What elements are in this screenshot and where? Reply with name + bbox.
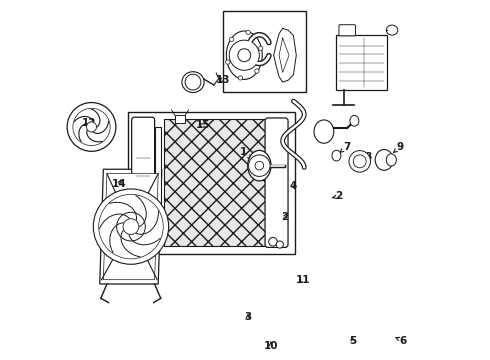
Text: 13: 13 <box>216 75 230 85</box>
Text: 2: 2 <box>282 212 289 221</box>
Text: 8: 8 <box>365 152 371 162</box>
Circle shape <box>123 219 139 234</box>
Ellipse shape <box>386 154 396 166</box>
Circle shape <box>185 74 201 90</box>
Circle shape <box>226 60 230 64</box>
Text: 14: 14 <box>112 179 127 189</box>
Circle shape <box>349 150 370 172</box>
Circle shape <box>255 69 259 73</box>
Circle shape <box>269 237 277 246</box>
Circle shape <box>246 30 250 35</box>
Text: 15: 15 <box>196 121 210 130</box>
Ellipse shape <box>386 25 398 35</box>
Text: 2: 2 <box>332 191 343 201</box>
FancyBboxPatch shape <box>339 25 355 36</box>
Polygon shape <box>103 174 158 280</box>
FancyBboxPatch shape <box>132 117 155 248</box>
Circle shape <box>73 108 110 145</box>
Circle shape <box>259 46 263 50</box>
Text: 12: 12 <box>82 118 96 128</box>
Ellipse shape <box>314 120 334 143</box>
Bar <box>223 12 306 92</box>
Ellipse shape <box>332 150 341 161</box>
Ellipse shape <box>182 72 204 93</box>
Circle shape <box>276 241 283 248</box>
Ellipse shape <box>350 116 359 126</box>
Text: 3: 3 <box>244 312 251 322</box>
Circle shape <box>238 49 251 62</box>
Text: 4: 4 <box>290 181 297 192</box>
Text: 6: 6 <box>396 336 406 346</box>
Text: 5: 5 <box>349 336 356 346</box>
Circle shape <box>67 103 116 151</box>
Circle shape <box>87 122 97 132</box>
Bar <box>155 127 161 238</box>
Circle shape <box>248 155 270 176</box>
Ellipse shape <box>247 150 271 181</box>
FancyBboxPatch shape <box>265 118 288 247</box>
Polygon shape <box>100 169 162 284</box>
Text: 9: 9 <box>393 142 404 152</box>
Text: 10: 10 <box>264 341 278 351</box>
Bar <box>337 35 387 90</box>
Circle shape <box>93 189 169 264</box>
Ellipse shape <box>375 149 393 170</box>
Text: 1: 1 <box>240 147 252 159</box>
Circle shape <box>238 76 243 80</box>
Circle shape <box>98 194 163 259</box>
Circle shape <box>117 212 146 241</box>
Text: 11: 11 <box>296 275 310 285</box>
Ellipse shape <box>226 31 262 80</box>
Circle shape <box>353 155 366 168</box>
Bar <box>164 119 267 246</box>
Polygon shape <box>274 28 296 82</box>
Bar <box>128 112 295 253</box>
Circle shape <box>229 37 234 41</box>
Circle shape <box>229 40 259 70</box>
Bar <box>175 116 185 123</box>
Circle shape <box>255 161 264 170</box>
Text: 7: 7 <box>340 142 350 153</box>
